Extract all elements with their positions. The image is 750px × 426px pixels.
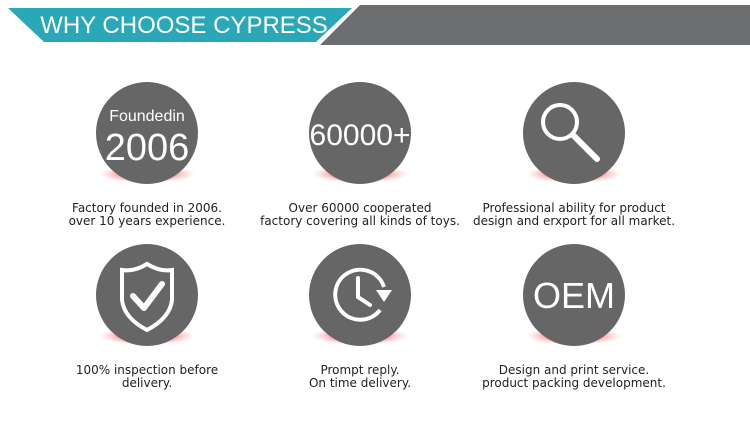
circle [309,82,411,184]
magnifier-icon [541,103,579,141]
circle-text: Foundedin [109,108,185,125]
caption: Prompt reply. [320,363,399,377]
caption: On time delivery. [309,376,411,390]
caption: Design and print service. [499,363,649,377]
check-icon [130,281,165,311]
circle-text: OEM [533,275,615,316]
clock-hands [356,276,372,307]
shield-icon [120,261,174,333]
circle-text: 2006 [105,127,190,169]
caption: Professional ability for product [483,201,666,215]
magnifier-handle [570,132,600,162]
caption: Factory founded in 2006. [72,201,222,215]
caption: design and erxport for all market. [473,214,675,228]
item: Professional ability for product design … [473,82,675,228]
caption: over 10 years experience. [69,214,226,228]
circle [96,82,198,184]
caption: product packing development. [482,376,666,390]
item: Prompt reply. On time delivery. [309,244,411,390]
caption: factory covering all kinds of toys. [260,214,460,228]
header-title: WHY CHOOSE CYPRESS [40,12,328,39]
item: 100% inspection before delivery. [76,244,218,390]
item: 60000+ Over 60000 cooperated factory cov… [260,82,460,228]
item: OEM Design and print service. product pa… [482,244,666,390]
header-tab [8,8,352,42]
clock-icon [333,267,386,322]
circle-text: 60000+ [310,119,411,152]
caption: delivery. [122,376,172,390]
clock-arrow [376,290,392,302]
caption: 100% inspection before [76,363,218,377]
item: Foundedin 2006 Factory founded in 2006. … [69,82,226,228]
caption: Over 60000 cooperated [289,201,432,215]
circle [523,244,625,346]
